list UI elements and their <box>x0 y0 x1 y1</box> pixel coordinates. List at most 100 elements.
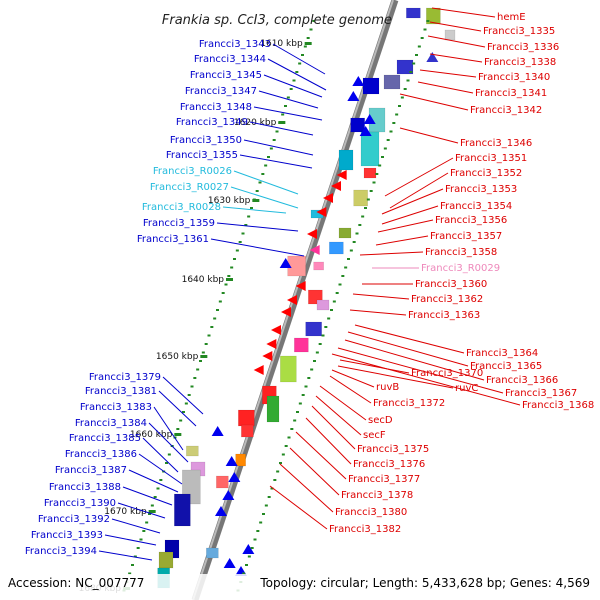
tick-dot <box>193 377 197 379</box>
left-gene-label[interactable]: Francci3_1381 <box>85 386 157 397</box>
kbp-marker-label: 1650 kbp <box>156 352 199 362</box>
left-gene-label[interactable]: Francci3_1393 <box>31 530 103 541</box>
tick-dot <box>330 309 333 311</box>
right-gene-label[interactable]: ruvC <box>455 383 478 394</box>
left-gene-label[interactable]: Francci3_1355 <box>166 150 238 161</box>
label-connector <box>381 205 439 225</box>
gene-direction-arrow <box>347 91 360 101</box>
left-gene-label[interactable]: Francci3_1359 <box>143 218 215 229</box>
tick-dot <box>381 156 384 158</box>
left-gene-label[interactable]: Francci3_1379 <box>89 372 161 383</box>
label-connector <box>399 127 459 144</box>
right-gene-label[interactable]: Francci3_1366 <box>486 375 558 386</box>
right-gene-label[interactable]: Francci3_1372 <box>373 398 445 409</box>
tick-dot <box>352 241 356 243</box>
right-gene-label[interactable]: Francci3_1346 <box>460 138 532 149</box>
right-gene-label[interactable]: Francci3_1360 <box>415 279 487 290</box>
right-gene-label[interactable]: Francci3_1377 <box>348 474 420 485</box>
right-gene-label[interactable]: Francci3_1370 <box>411 368 483 379</box>
right-gene-label[interactable]: Francci3_1336 <box>487 42 559 53</box>
left-gene-label[interactable]: Francci3_1349 <box>176 117 248 128</box>
left-gene-label[interactable]: Francci3_1348 <box>180 102 252 113</box>
right-gene-label[interactable]: hemE <box>497 12 526 23</box>
tick-dot <box>415 54 418 56</box>
left-gene-label[interactable]: Francci3_1388 <box>49 482 121 493</box>
tick-dot <box>303 45 307 48</box>
right-gene-label[interactable]: Francci3_1357 <box>430 231 502 242</box>
right-gene-label[interactable]: secF <box>363 430 386 441</box>
gene-direction-arrow <box>228 472 241 482</box>
gene-feature-block <box>235 453 246 467</box>
tick-dot <box>230 266 234 269</box>
label-connector <box>352 293 410 300</box>
left-gene-label[interactable]: Francci3_R0026 <box>153 166 232 177</box>
right-gene-label[interactable]: Francci3_1382 <box>329 524 401 535</box>
label-connector <box>315 395 362 436</box>
label-connector <box>272 43 326 75</box>
right-gene-label[interactable]: Francci3_1356 <box>435 215 507 226</box>
tick-dot <box>406 79 410 82</box>
gene-direction-arrow <box>215 506 227 516</box>
left-gene-label[interactable]: Francci3_1385 <box>69 433 141 444</box>
tick-dot <box>284 445 288 447</box>
right-gene-label[interactable]: Francci3_1358 <box>425 247 497 258</box>
left-gene-label[interactable]: Francci3_1345 <box>190 70 262 81</box>
tick-dot <box>301 54 304 56</box>
right-gene-label[interactable]: Francci3_1335 <box>483 26 555 37</box>
tick-dot <box>247 215 251 218</box>
gene-direction-arrow <box>223 558 236 568</box>
left-gene-label[interactable]: Francci3_R0027 <box>150 182 229 193</box>
label-connector <box>210 238 305 257</box>
right-gene-label[interactable]: Francci3_1364 <box>466 348 538 359</box>
label-connector <box>249 121 314 136</box>
left-gene-label[interactable]: Francci3_1383 <box>80 402 152 413</box>
left-gene-label[interactable]: Francci3_1394 <box>25 546 97 557</box>
tick-dot <box>281 113 285 116</box>
right-gene-label[interactable]: Francci3_1368 <box>522 400 594 411</box>
right-gene-label[interactable]: Francci3_1353 <box>445 184 517 195</box>
tick-dot <box>224 283 228 286</box>
right-gene-label[interactable]: Francci3_1380 <box>335 507 407 518</box>
right-gene-label[interactable]: Francci3_1342 <box>470 105 542 116</box>
right-gene-label[interactable]: Francci3_1365 <box>470 361 542 372</box>
right-gene-label[interactable]: Francci3_R0029 <box>421 263 500 274</box>
left-gene-label[interactable]: Francci3_1343 <box>199 39 271 50</box>
tick-dot <box>313 360 316 362</box>
kbp-tick <box>304 42 312 45</box>
left-gene-label[interactable]: Francci3_1392 <box>38 514 110 525</box>
right-gene-label[interactable]: Francci3_1352 <box>450 168 522 179</box>
right-gene-label[interactable]: Francci3_1341 <box>475 88 547 99</box>
tick-dot <box>309 28 313 31</box>
right-gene-label[interactable]: Francci3_1338 <box>484 57 556 68</box>
tick-dot <box>295 71 299 73</box>
left-gene-label[interactable]: Francci3_1386 <box>65 449 137 460</box>
tick-dot <box>298 402 302 405</box>
right-gene-label[interactable]: Francci3_1340 <box>478 72 550 83</box>
left-gene-label[interactable]: Francci3_R0028 <box>142 202 221 213</box>
tick-dot <box>235 249 239 252</box>
tick-dot <box>375 173 379 175</box>
right-gene-label[interactable]: Francci3_1375 <box>357 444 429 455</box>
gene-direction-arrow <box>211 426 224 436</box>
right-gene-label[interactable]: Francci3_1354 <box>440 201 512 212</box>
left-gene-label[interactable]: Francci3_1347 <box>185 86 257 97</box>
right-gene-label[interactable]: secD <box>368 415 393 426</box>
label-connectors <box>98 7 521 561</box>
right-gene-label[interactable]: Francci3_1367 <box>505 388 577 399</box>
right-gene-label[interactable]: Francci3_1363 <box>408 310 480 321</box>
right-gene-label[interactable]: ruvB <box>376 382 399 393</box>
tick-dot <box>201 351 205 354</box>
left-gene-label[interactable]: Francci3_1350 <box>170 135 242 146</box>
gene-labels: Francci3_1343 Francci3_1344 Francci3_1345 F… <box>0 12 600 600</box>
right-gene-label[interactable]: Francci3_1351 <box>455 153 527 164</box>
right-gene-label[interactable]: Francci3_1378 <box>341 490 413 501</box>
right-gene-label[interactable]: Francci3_1362 <box>411 294 483 305</box>
gene-feature-block <box>206 547 219 559</box>
tick-dot <box>131 564 134 566</box>
left-gene-label[interactable]: Francci3_1384 <box>75 418 147 429</box>
left-gene-label[interactable]: Francci3_1387 <box>55 465 127 476</box>
right-gene-label[interactable]: Francci3_1376 <box>353 459 425 470</box>
left-gene-label[interactable]: Francci3_1344 <box>194 54 266 65</box>
left-gene-label[interactable]: Francci3_1390 <box>44 498 116 509</box>
left-gene-label[interactable]: Francci3_1361 <box>137 234 209 245</box>
